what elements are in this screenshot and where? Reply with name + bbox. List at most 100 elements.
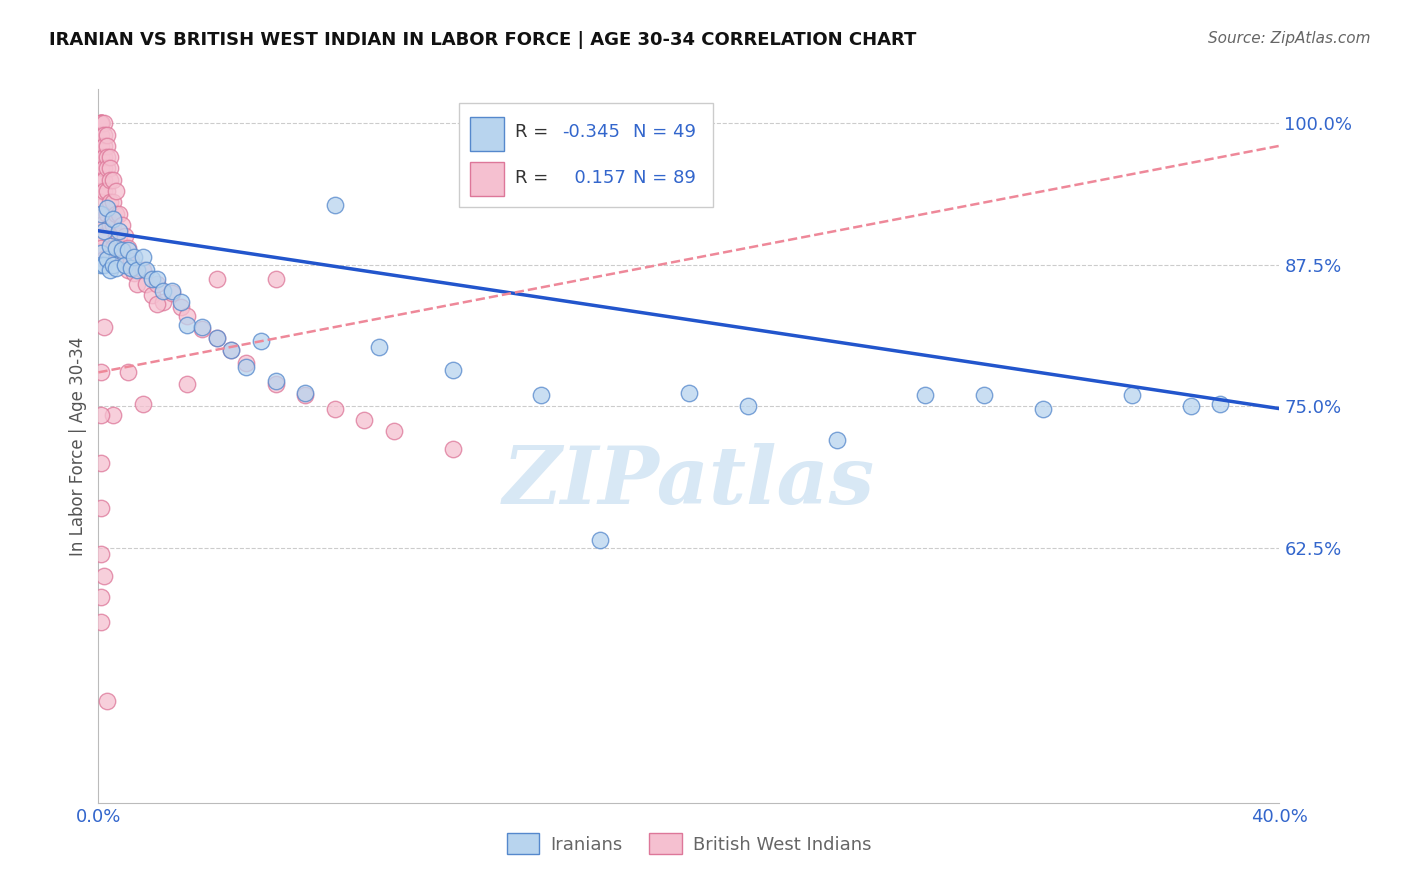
Point — [120, 254, 142, 268]
Point — [90, 246, 112, 260]
Bar — [471, 162, 503, 196]
Point — [125, 277, 148, 291]
Point — [353, 413, 375, 427]
Point — [90, 184, 112, 198]
Point — [135, 277, 157, 291]
Point — [90, 615, 112, 629]
Point — [103, 173, 125, 187]
Point — [96, 150, 118, 164]
Point — [146, 277, 169, 291]
Point — [114, 252, 136, 266]
Point — [1032, 401, 1054, 416]
Y-axis label: In Labor Force | Age 30-34: In Labor Force | Age 30-34 — [69, 336, 87, 556]
Point — [250, 334, 273, 348]
Point — [1209, 397, 1232, 411]
Text: R =: R = — [516, 123, 554, 141]
Point — [111, 218, 134, 232]
Point — [103, 258, 125, 272]
Point — [135, 263, 157, 277]
Point — [96, 207, 118, 221]
Point — [90, 258, 112, 272]
Point — [93, 150, 115, 164]
Point — [737, 400, 759, 414]
Point — [93, 116, 115, 130]
Point — [90, 150, 112, 164]
Point — [93, 320, 115, 334]
Point — [90, 138, 112, 153]
Point — [98, 238, 121, 252]
Point — [205, 272, 228, 286]
Point — [221, 343, 243, 357]
Point — [96, 252, 118, 266]
Point — [1121, 388, 1143, 402]
Point — [90, 128, 112, 142]
Point — [117, 241, 139, 255]
Legend: Iranians, British West Indians: Iranians, British West Indians — [499, 826, 879, 862]
Point — [141, 272, 163, 286]
Point — [1180, 400, 1202, 414]
Point — [152, 284, 174, 298]
Text: -0.345: -0.345 — [562, 123, 620, 141]
Point — [122, 250, 145, 264]
Point — [98, 263, 121, 277]
Point — [93, 569, 115, 583]
Point — [914, 388, 936, 402]
Point — [111, 241, 134, 255]
Point — [98, 218, 121, 232]
Point — [368, 341, 391, 355]
Point — [90, 365, 112, 379]
Point — [90, 547, 112, 561]
Point — [589, 533, 612, 547]
Point — [323, 401, 346, 416]
Point — [90, 116, 112, 130]
Point — [146, 297, 169, 311]
Point — [96, 252, 118, 266]
Point — [132, 397, 155, 411]
Point — [93, 258, 115, 272]
Point — [441, 442, 464, 457]
Point — [93, 224, 115, 238]
Point — [170, 295, 193, 310]
Text: N = 89: N = 89 — [634, 169, 696, 187]
Point — [105, 207, 128, 221]
Point — [382, 424, 405, 438]
Point — [176, 376, 198, 391]
Point — [530, 388, 553, 402]
Point — [132, 263, 155, 277]
Point — [176, 318, 198, 332]
Point — [162, 284, 183, 298]
Point — [205, 331, 228, 345]
Point — [103, 195, 125, 210]
Point — [162, 286, 183, 301]
Point — [90, 207, 112, 221]
Point — [90, 207, 112, 221]
Point — [93, 184, 115, 198]
Point — [125, 263, 148, 277]
Point — [114, 229, 136, 244]
Point — [825, 434, 848, 448]
Point — [441, 363, 464, 377]
Point — [90, 241, 112, 255]
Point — [93, 138, 115, 153]
Text: Source: ZipAtlas.com: Source: ZipAtlas.com — [1208, 31, 1371, 46]
Point — [96, 161, 118, 176]
Point — [98, 161, 121, 176]
Point — [90, 116, 112, 130]
Point — [117, 243, 139, 257]
Point — [235, 359, 257, 374]
Point — [141, 288, 163, 302]
Point — [108, 229, 131, 244]
Point — [90, 409, 112, 423]
Point — [146, 272, 169, 286]
Point — [176, 309, 198, 323]
Point — [264, 376, 287, 391]
Point — [235, 356, 257, 370]
Point — [122, 266, 145, 280]
Point — [90, 456, 112, 470]
Point — [111, 243, 134, 257]
Point — [90, 229, 112, 244]
Point — [132, 250, 155, 264]
Text: R =: R = — [516, 169, 554, 187]
Point — [96, 138, 118, 153]
Text: N = 49: N = 49 — [634, 123, 696, 141]
